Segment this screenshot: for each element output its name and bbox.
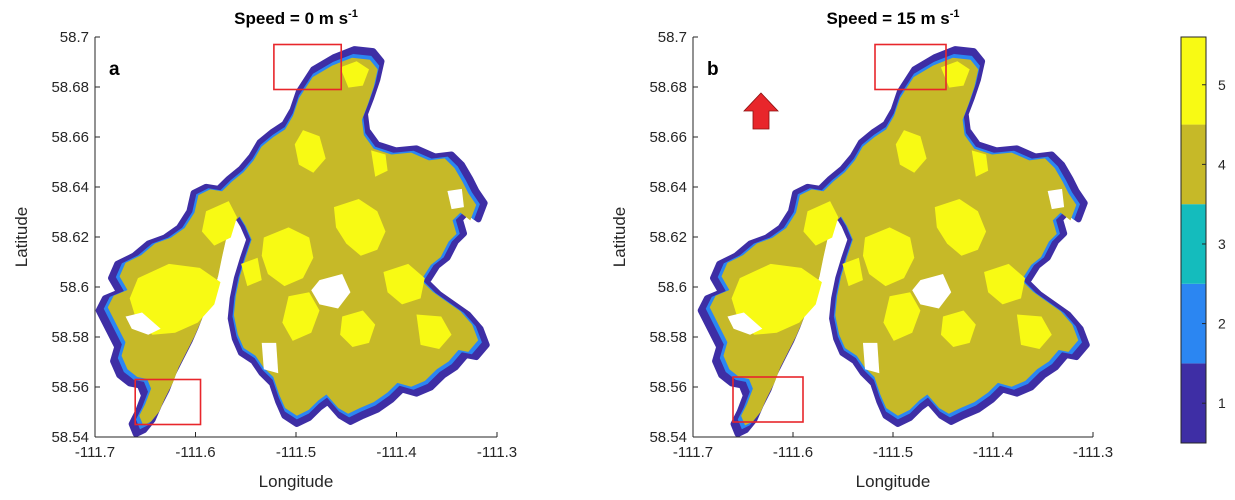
bright-patch [340, 310, 376, 347]
y-tick-label: 58.54 [649, 429, 687, 446]
x-tick-label: -111.6 [175, 444, 215, 461]
panel-title: Speed = 0 m s-1 [234, 8, 358, 28]
bright-patch [842, 257, 863, 287]
bright-patch [1016, 314, 1052, 349]
panel-title-superscript: -1 [950, 8, 960, 20]
y-tick-label: 58.64 [51, 179, 89, 196]
panel-b: Speed = 15 m s-1 -111.7 -111.6 -111.5 -111.4… [610, 8, 1113, 491]
panel-a: Speed = 0 m s-1 -111.7 -111.6 -111.5 -111.4 -… [12, 8, 517, 491]
x-tick-label: -111.7 [75, 444, 115, 461]
bright-patch [333, 199, 386, 256]
colorbar-segment [1181, 204, 1206, 284]
colorbar-segment [1181, 363, 1206, 443]
lake [912, 274, 952, 309]
y-tick-label: 58.54 [51, 429, 89, 446]
x-tick-label: -111.3 [1073, 444, 1113, 461]
lake [727, 312, 763, 335]
y-tick-label: 58.56 [649, 379, 687, 396]
y-tick-label: 58.58 [51, 329, 89, 346]
colorbar-segment [1181, 37, 1206, 125]
y-tick-label: 58.7 [658, 29, 687, 46]
y-tick-label: 58.62 [649, 229, 687, 246]
bright-patch [803, 201, 839, 246]
x-axis-label: Longitude [259, 472, 334, 491]
bright-patch [731, 263, 822, 335]
highlight-box [273, 43, 343, 91]
highlight-box [874, 43, 947, 91]
highlight-box [134, 378, 202, 426]
lake [1047, 188, 1065, 210]
y-tick-label: 58.68 [649, 79, 687, 96]
panel-letter: a [109, 59, 120, 80]
panel-title-main: Speed = 15 m s [826, 9, 949, 28]
y-tick-label: 58.66 [649, 129, 687, 146]
bright-patch [940, 310, 976, 347]
y-tick-label: 58.7 [60, 29, 89, 46]
lake [125, 312, 161, 335]
x-tick-label: -111.4 [973, 444, 1013, 461]
x-tick-label: -111.3 [477, 444, 517, 461]
y-tick-label: 58.64 [649, 179, 687, 196]
colorbar-segment [1181, 283, 1206, 364]
y-tick-label: 58.6 [60, 279, 89, 296]
y-tick-label: 58.56 [51, 379, 89, 396]
colorbar-tick-label: 3 [1218, 236, 1226, 252]
colorbar-frame [1180, 36, 1207, 444]
colorbar-tick-label: 4 [1218, 156, 1226, 172]
y-tick-label: 58.68 [51, 79, 89, 96]
colorbar-tick-label: 1 [1218, 395, 1226, 411]
bright-patch [340, 61, 370, 88]
lake [447, 188, 464, 210]
bright-patch [971, 150, 989, 177]
panel-letter: b [707, 59, 719, 80]
panel-title: Speed = 15 m s-1 [826, 8, 959, 28]
y-tick-label: 58.6 [658, 279, 687, 296]
panel-title-main: Speed = 0 m s [234, 9, 348, 28]
land-map [95, 46, 490, 438]
colorbar-tick-label: 5 [1218, 77, 1226, 93]
y-axis-label: Latitude [12, 207, 31, 268]
bright-patch [934, 199, 987, 256]
bright-patch [862, 227, 915, 287]
y-tick-label: 58.62 [51, 229, 89, 246]
highlight-box [732, 376, 804, 423]
bright-patch [261, 227, 314, 287]
y-tick-label: 58.66 [51, 129, 89, 146]
colorbar-tick-label: 2 [1218, 316, 1226, 332]
bright-patch [984, 263, 1026, 305]
bright-patch [129, 263, 221, 335]
bright-patch [416, 314, 452, 349]
x-tick-label: -111.5 [276, 444, 316, 461]
land-map [697, 46, 1090, 438]
bright-patch [371, 150, 388, 177]
bright-patch [241, 257, 262, 287]
wind-direction-arrow [743, 92, 779, 130]
bright-patch [895, 130, 927, 173]
x-axis-label: Longitude [856, 472, 931, 491]
x-tick-label: -111.6 [773, 444, 813, 461]
x-tick-label: -111.4 [376, 444, 416, 461]
bright-patch [383, 263, 425, 305]
lake [311, 274, 351, 309]
bright-patch [883, 292, 921, 341]
colorbar: 1 2 3 4 5 [1180, 36, 1226, 444]
inlet [862, 342, 880, 374]
bright-patch [201, 201, 237, 246]
bright-patch [282, 292, 320, 341]
colorbar-segment [1181, 124, 1206, 205]
bright-patch [940, 61, 970, 88]
x-tick-label: -111.7 [673, 444, 713, 461]
y-axis-label: Latitude [610, 207, 629, 268]
inlet [261, 342, 279, 374]
panel-title-superscript: -1 [348, 8, 358, 20]
x-tick-label: -111.5 [873, 444, 913, 461]
y-tick-label: 58.58 [649, 329, 687, 346]
bright-patch [294, 130, 326, 173]
